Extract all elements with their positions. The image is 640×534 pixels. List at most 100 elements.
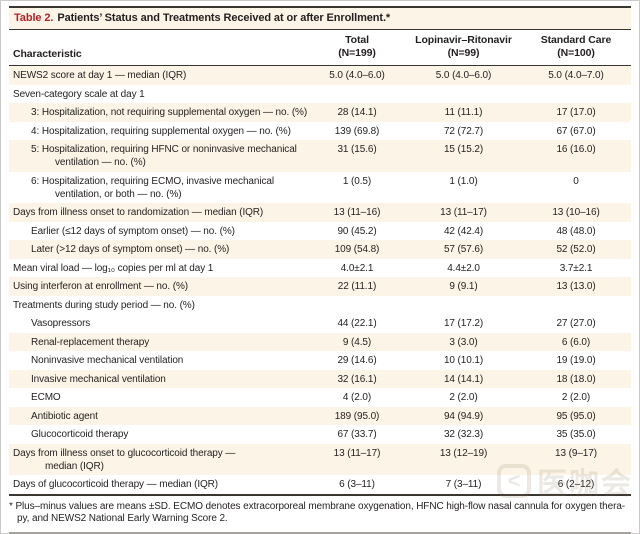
row-value: 18 (18.0) bbox=[556, 373, 596, 385]
table-row: Treatments during study period — no. (%) bbox=[9, 295, 631, 314]
row-value: 13 (11–17) bbox=[440, 207, 487, 218]
row-label: 5: Hospitalization, requiring HFNC or no… bbox=[31, 144, 297, 168]
row-label: ECMO bbox=[31, 392, 61, 403]
row-value: 1 (0.5) bbox=[342, 175, 372, 187]
row-value: 13 (10–16) bbox=[552, 207, 600, 218]
row-value: 42 (42.4) bbox=[443, 225, 484, 237]
row-value: 9 (4.5) bbox=[342, 336, 372, 348]
row-value: 189 (95.0) bbox=[334, 410, 380, 422]
column-header-total-name: Total bbox=[345, 34, 369, 46]
row-value: 10 (10.1) bbox=[443, 355, 484, 366]
row-label: Vasopressors bbox=[31, 318, 91, 329]
row-value: 17 (17.0) bbox=[556, 107, 596, 118]
table-row: 3: Hospitalization, not requiring supple… bbox=[9, 103, 631, 122]
row-label: 4: Hospitalization, requiring supplement… bbox=[31, 125, 291, 137]
column-header-total-n: (N=199) bbox=[338, 47, 376, 59]
row-label: Invasive mechanical ventilation bbox=[31, 373, 166, 385]
row-value: 57 (57.6) bbox=[443, 244, 484, 255]
row-label: Earlier (≤12 days of symptom onset) — no… bbox=[31, 225, 235, 237]
row-value: 48 (48.0) bbox=[556, 225, 596, 237]
row-value: 9 (9.1) bbox=[449, 281, 478, 292]
table-row: Using interferon at enrollment — no. (%)… bbox=[9, 277, 631, 296]
table-row: Days from illness onset to glucocorticoi… bbox=[9, 443, 631, 475]
row-value: 19 (19.0) bbox=[556, 355, 596, 366]
row-value: 11 (11.1) bbox=[444, 107, 483, 118]
table-row: 5: Hospitalization, requiring HFNC or no… bbox=[9, 140, 631, 172]
row-value: 94 (94.9) bbox=[443, 410, 484, 422]
row-value: 22 (11.1) bbox=[337, 281, 377, 292]
row-value: 5.0 (4.0–7.0) bbox=[548, 70, 604, 81]
row-label: 6: Hospitalization, requiring ECMO, inva… bbox=[31, 175, 274, 200]
row-value: 13 (11–17) bbox=[333, 447, 381, 459]
footnote-line-1: * Plus–minus values are means ±SD. ECMO … bbox=[9, 500, 626, 512]
row-value: 4.4±2.0 bbox=[447, 262, 480, 274]
row-value: 52 (52.0) bbox=[556, 244, 596, 255]
column-header-row: Characteristic Total (N=199) Lopinavir–R… bbox=[9, 30, 631, 66]
row-value: 3.7±2.1 bbox=[559, 262, 593, 274]
table-body: NEWS2 score at day 1 — median (IQR) 5.0 (… bbox=[9, 66, 631, 496]
row-value: 139 (69.8) bbox=[334, 125, 380, 137]
row-value: 67 (67.0) bbox=[556, 125, 596, 137]
row-value: 4 (2.0) bbox=[342, 392, 372, 403]
table-row: Noninvasive mechanical ventilation 29 (14… bbox=[9, 351, 631, 370]
footnote-line-2: py, and NEWS2 National Early Warning Sco… bbox=[17, 513, 228, 524]
row-value: 3 (3.0) bbox=[449, 336, 478, 348]
row-label: Treatments during study period — no. (%) bbox=[13, 299, 195, 311]
table-number: Table 2. bbox=[14, 12, 54, 24]
row-label: NEWS2 score at day 1 — median (IQR) bbox=[13, 70, 187, 81]
row-label: Days from illness onset to glucocorticoi… bbox=[13, 447, 236, 472]
column-header-lopinavir-n: (N=99) bbox=[447, 47, 480, 59]
row-label: Glucocorticoid therapy bbox=[31, 429, 129, 440]
column-header-lopinavir-ritonavir: Lopinavir–Ritonavir (N=99) bbox=[406, 34, 521, 60]
table-row: 6: Hospitalization, requiring ECMO, inva… bbox=[9, 171, 631, 203]
column-header-standard-care-name: Standard Care bbox=[540, 34, 612, 46]
row-value: 6 (6.0) bbox=[561, 336, 591, 348]
column-header-standard-care-n: (N=100) bbox=[557, 47, 595, 59]
table-row: Glucocorticoid therapy 67 (33.7) 32 (32.3)… bbox=[9, 425, 631, 444]
row-value: 28 (14.1) bbox=[337, 107, 377, 118]
row-value: 35 (35.0) bbox=[556, 429, 596, 440]
row-value: 6 (2–12) bbox=[557, 479, 595, 490]
row-value: 29 (14.6) bbox=[337, 355, 377, 366]
row-value: 31 (15.6) bbox=[337, 144, 377, 155]
row-value: 67 (33.7) bbox=[337, 429, 377, 440]
row-value: 72 (72.7) bbox=[443, 125, 484, 137]
bottom-divider bbox=[9, 531, 631, 534]
row-label: Mean viral load — log₁₀ copies per ml at… bbox=[13, 262, 214, 274]
table-row: NEWS2 score at day 1 — median (IQR) 5.0 (… bbox=[9, 66, 631, 85]
row-value: 109 (54.8) bbox=[334, 244, 380, 255]
row-value: 15 (15.2) bbox=[443, 144, 484, 155]
row-value: 13 (9–17) bbox=[555, 447, 597, 459]
row-value: 2 (2.0) bbox=[561, 392, 591, 403]
row-value: 32 (16.1) bbox=[337, 373, 377, 385]
table-title-text: Patients’ Status and Treatments Received… bbox=[57, 12, 391, 24]
row-value: 1 (1.0) bbox=[449, 175, 478, 187]
row-label: Seven-category scale at day 1 bbox=[13, 88, 145, 100]
table-title: Table 2. Patients’ Status and Treatments … bbox=[9, 6, 631, 30]
row-label: 3: Hospitalization, not requiring supple… bbox=[31, 107, 308, 118]
row-value: 13 (11–16) bbox=[333, 207, 381, 218]
row-label: Noninvasive mechanical ventilation bbox=[31, 355, 184, 366]
row-value: 17 (17.2) bbox=[443, 318, 484, 329]
table-row: ECMO 4 (2.0) 2 (2.0) 2 (2.0) bbox=[9, 388, 631, 407]
row-value: 13 (12–19) bbox=[439, 447, 488, 459]
table-row: Later (>12 days of symptom onset) — no. … bbox=[9, 240, 631, 259]
table-row: Renal-replacement therapy 9 (4.5) 3 (3.0) 6… bbox=[9, 332, 631, 351]
table-row: Earlier (≤12 days of symptom onset) — no… bbox=[9, 221, 631, 240]
row-value: 95 (95.0) bbox=[556, 410, 596, 422]
row-label: Days from illness onset to randomization… bbox=[13, 207, 264, 218]
footnote: * Plus–minus values are means ±SD. ECMO … bbox=[9, 501, 631, 526]
row-value: 13 (13.0) bbox=[556, 281, 596, 292]
row-value: 16 (16.0) bbox=[556, 144, 596, 155]
column-header-total: Total (N=199) bbox=[308, 34, 406, 60]
column-header-lopinavir-name: Lopinavir–Ritonavir bbox=[415, 34, 512, 46]
table-row: Vasopressors 44 (22.1) 17 (17.2) 27 (27.0) bbox=[9, 314, 631, 333]
column-header-characteristic: Characteristic bbox=[13, 48, 82, 60]
table-row: 4: Hospitalization, requiring supplement… bbox=[9, 121, 631, 140]
row-label: Later (>12 days of symptom onset) — no. … bbox=[31, 244, 230, 255]
row-value: 6 (3–11) bbox=[339, 479, 375, 490]
table-row: Invasive mechanical ventilation 32 (16.1)… bbox=[9, 369, 631, 388]
row-label: Antibiotic agent bbox=[31, 410, 98, 422]
row-value: 44 (22.1) bbox=[337, 318, 377, 329]
